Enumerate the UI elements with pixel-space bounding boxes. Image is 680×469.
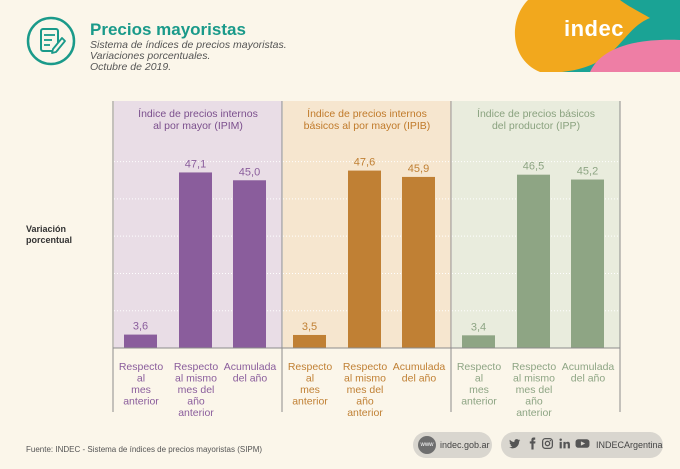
subtitle-line: Sistema de índices de precios mayoristas…: [90, 39, 287, 51]
twitter-icon[interactable]: [508, 437, 521, 450]
category-label-line: del año: [402, 373, 437, 385]
category-label-line: al: [137, 373, 145, 385]
data-label: 47,1: [185, 158, 206, 170]
instagram-icon[interactable]: [541, 437, 554, 450]
category-label-line: anterior: [292, 396, 328, 408]
facebook-icon[interactable]: [526, 437, 539, 450]
data-label: 3,5: [302, 321, 317, 333]
category-label-line: mes: [131, 384, 151, 396]
bar: [233, 180, 266, 348]
category-label-line: año: [525, 396, 543, 408]
panel-title-line: Índice de precios internos: [138, 107, 258, 120]
bar: [462, 335, 495, 348]
category-label-line: mes: [469, 384, 489, 396]
bar: [293, 334, 326, 348]
category-label-line: año: [356, 396, 374, 408]
category-label-line: mes del: [178, 384, 215, 396]
category-label-line: al mismo: [513, 373, 555, 385]
category-label-line: al: [306, 373, 314, 385]
bar: [348, 170, 381, 348]
category-label-line: al mismo: [175, 373, 217, 385]
data-label: 45,9: [408, 163, 429, 175]
category-label-line: Respecto: [457, 361, 502, 373]
category-label-line: Respecto: [288, 361, 333, 373]
category-label-line: Respecto: [119, 361, 164, 373]
bar: [179, 172, 212, 348]
panel-title-line: del productor (IPP): [492, 120, 580, 132]
category-label-line: Acumulada: [393, 361, 446, 373]
y-axis-label: Variación porcentual: [26, 224, 72, 246]
category-label-line: Respecto: [174, 361, 219, 373]
panel-title-line: al por mayor (IPIM): [153, 120, 243, 132]
category-label-line: del año: [233, 373, 268, 385]
document-pen-icon: [26, 16, 76, 66]
page-title: Precios mayoristas: [90, 20, 246, 39]
category-label-line: al mismo: [344, 373, 386, 385]
bar: [402, 176, 435, 348]
bar: [571, 179, 604, 348]
website-link[interactable]: indec.gob.ar: [440, 440, 490, 450]
panel-title-line: Índice de precios básicos: [477, 107, 595, 120]
category-label-line: Acumulada: [562, 361, 615, 373]
data-label: 46,5: [523, 161, 544, 173]
y-axis-label-line: Variación: [26, 224, 67, 234]
social-handle[interactable]: INDECArgentina: [596, 440, 663, 450]
bar: [124, 334, 157, 348]
panel-title-line: básicos al por mayor (IPIB): [304, 120, 431, 132]
bar: [517, 174, 550, 348]
data-label: 45,2: [577, 166, 598, 178]
source-note: Fuente: INDEC - Sistema de índices de pr…: [26, 445, 263, 454]
category-label-line: Respecto: [512, 361, 557, 373]
y-axis-label-line: porcentual: [26, 235, 73, 245]
category-label-line: mes del: [516, 384, 553, 396]
category-label-line: anterior: [461, 396, 497, 408]
youtube-icon[interactable]: [575, 437, 590, 450]
category-label-line: anterior: [178, 407, 214, 419]
category-label-line: año: [187, 396, 205, 408]
category-label-line: anterior: [123, 396, 159, 408]
globe-icon: www: [418, 436, 436, 454]
category-label-line: del año: [571, 373, 606, 385]
category-label-line: anterior: [516, 407, 552, 419]
category-label-line: Respecto: [343, 361, 388, 373]
category-label-line: Acumulada: [224, 361, 277, 373]
data-label: 3,6: [133, 321, 148, 333]
brand-logo-shape: [514, 0, 680, 72]
panel-title-line: Índice de precios internos: [307, 107, 427, 120]
data-label: 45,0: [239, 166, 260, 178]
linkedin-icon[interactable]: [558, 437, 571, 450]
data-label: 47,6: [354, 157, 375, 169]
category-label-line: mes del: [347, 384, 384, 396]
subtitle-line: Octubre de 2019.: [90, 61, 172, 73]
category-label-line: anterior: [347, 407, 383, 419]
brand-logo-text: indec: [564, 16, 624, 41]
data-label: 3,4: [471, 321, 486, 333]
category-label-line: al: [475, 373, 483, 385]
subtitle-line: Variaciones porcentuales.: [90, 50, 211, 62]
category-label-line: mes: [300, 384, 320, 396]
